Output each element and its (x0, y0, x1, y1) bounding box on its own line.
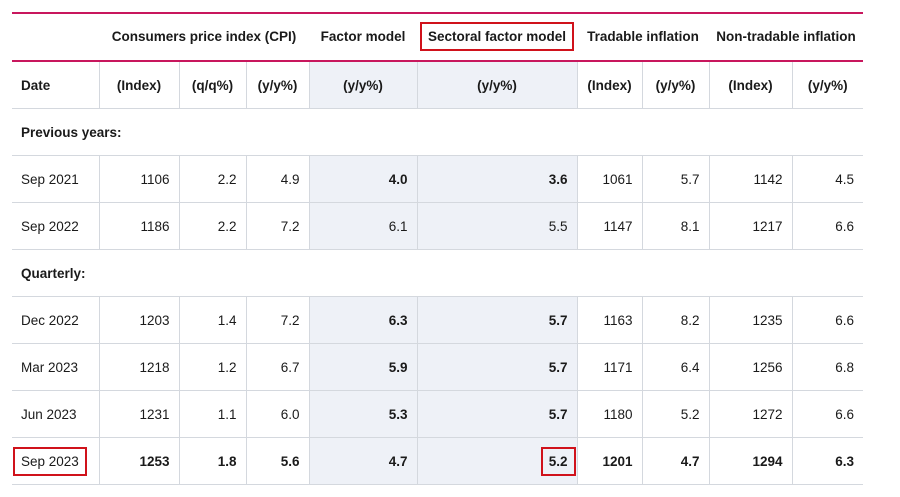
cell-tradable-yy: 5.7 (641, 155, 710, 203)
units-row: Date (Index) (q/q%) (y/y%) (y/y%) (y/y%)… (12, 61, 864, 109)
cell-cpi-qq: 2.2 (178, 155, 246, 203)
cell-nontradable-index: 1235 (708, 296, 793, 344)
cell-date: Sep 2022 (12, 202, 99, 250)
table-row: Dec 2022 1203 1.4 7.2 6.3 5.7 1163 8.2 1… (12, 296, 864, 344)
header-sectoral-factor-model: Sectoral factor model (417, 12, 578, 62)
cell-cpi-index: 1218 (98, 343, 179, 391)
unit-tradable-yy: (y/y%) (641, 61, 710, 109)
cell-sectoral-yy: 5.7 (416, 390, 578, 438)
unit-sectoral-yy: (y/y%) (416, 61, 578, 109)
inflation-table: Consumers price index (CPI) Factor model… (12, 12, 864, 485)
date-highlight-box: Sep 2023 (13, 446, 87, 476)
cell-tradable-yy: 8.1 (641, 202, 710, 250)
inflation-table-container: Consumers price index (CPI) Factor model… (12, 12, 864, 485)
cell-date: Sep 2023 (12, 437, 99, 485)
cell-cpi-yy: 7.2 (245, 296, 310, 344)
cell-date: Dec 2022 (12, 296, 99, 344)
cell-cpi-yy: 4.9 (245, 155, 310, 203)
table-row: Sep 2021 1106 2.2 4.9 4.0 3.6 1061 5.7 1… (12, 155, 864, 203)
table-row: Sep 2022 1186 2.2 7.2 6.1 5.5 1147 8.1 1… (12, 202, 864, 250)
cell-nontradable-index: 1294 (708, 437, 793, 485)
cell-cpi-index: 1231 (98, 390, 179, 438)
header-empty (12, 12, 99, 62)
cell-nontradable-yy: 6.6 (791, 390, 864, 438)
sectoral-highlight-box: Sectoral factor model (420, 21, 575, 51)
header-tradable: Tradable inflation (577, 12, 710, 62)
table-row: Jun 2023 1231 1.1 6.0 5.3 5.7 1180 5.2 1… (12, 390, 864, 438)
cell-factor-yy: 6.3 (308, 296, 418, 344)
cell-factor-yy: 4.7 (308, 437, 418, 485)
unit-nontradable-yy: (y/y%) (791, 61, 864, 109)
cell-cpi-index: 1106 (98, 155, 179, 203)
cell-tradable-index: 1163 (576, 296, 643, 344)
cell-nontradable-index: 1272 (708, 390, 793, 438)
section-row-quarterly: Quarterly: (12, 249, 864, 297)
cell-date: Mar 2023 (12, 343, 99, 391)
unit-date: Date (12, 61, 99, 109)
header-non-tradable: Non-tradable inflation (709, 12, 864, 62)
cell-sectoral-yy: 3.6 (416, 155, 578, 203)
cell-nontradable-yy: 6.6 (791, 296, 864, 344)
cell-tradable-index: 1171 (576, 343, 643, 391)
cell-tradable-yy: 8.2 (641, 296, 710, 344)
cell-nontradable-yy: 4.5 (791, 155, 864, 203)
cell-cpi-yy: 5.6 (245, 437, 310, 485)
cell-cpi-qq: 1.4 (178, 296, 246, 344)
cell-nontradable-index: 1217 (708, 202, 793, 250)
cell-nontradable-yy: 6.6 (791, 202, 864, 250)
cell-tradable-yy: 5.2 (641, 390, 710, 438)
cell-sectoral-yy: 5.5 (416, 202, 578, 250)
unit-nontradable-index: (Index) (708, 61, 793, 109)
cell-tradable-yy: 6.4 (641, 343, 710, 391)
cell-nontradable-index: 1256 (708, 343, 793, 391)
cell-cpi-index: 1186 (98, 202, 179, 250)
table-top-rule (12, 12, 863, 14)
cell-tradable-index: 1147 (576, 202, 643, 250)
unit-factor-yy: (y/y%) (308, 61, 418, 109)
cell-factor-yy: 4.0 (308, 155, 418, 203)
cell-sectoral-yy: 5.2 (416, 437, 578, 485)
cell-factor-yy: 5.3 (308, 390, 418, 438)
header-factor-model: Factor model (309, 12, 418, 62)
cell-cpi-yy: 6.7 (245, 343, 310, 391)
unit-cpi-yy: (y/y%) (245, 61, 310, 109)
unit-tradable-index: (Index) (576, 61, 643, 109)
cell-tradable-index: 1180 (576, 390, 643, 438)
section-row-previous: Previous years: (12, 108, 864, 156)
cell-cpi-yy: 7.2 (245, 202, 310, 250)
value-highlight-box: 5.2 (540, 446, 576, 476)
cell-cpi-index: 1203 (98, 296, 179, 344)
cell-factor-yy: 5.9 (308, 343, 418, 391)
cell-sectoral-yy: 5.7 (416, 296, 578, 344)
cell-cpi-qq: 1.1 (178, 390, 246, 438)
cell-date: Jun 2023 (12, 390, 99, 438)
cell-cpi-qq: 1.8 (178, 437, 246, 485)
cell-tradable-index: 1061 (576, 155, 643, 203)
cell-cpi-qq: 1.2 (178, 343, 246, 391)
cell-cpi-index: 1253 (98, 437, 179, 485)
section-label: Quarterly: (12, 249, 864, 297)
cell-cpi-yy: 6.0 (245, 390, 310, 438)
cell-cpi-qq: 2.2 (178, 202, 246, 250)
cell-nontradable-yy: 6.3 (791, 437, 864, 485)
unit-cpi-index: (Index) (98, 61, 179, 109)
section-label: Previous years: (12, 108, 864, 156)
unit-cpi-qq: (q/q%) (178, 61, 246, 109)
cell-tradable-index: 1201 (576, 437, 643, 485)
cell-date: Sep 2021 (12, 155, 99, 203)
cell-nontradable-index: 1142 (708, 155, 793, 203)
header-row: Consumers price index (CPI) Factor model… (12, 12, 864, 62)
cell-nontradable-yy: 6.8 (791, 343, 864, 391)
table-row-latest: Sep 2023 1253 1.8 5.6 4.7 5.2 1201 4.7 1… (12, 437, 864, 485)
header-cpi: Consumers price index (CPI) (99, 12, 310, 62)
cell-tradable-yy: 4.7 (641, 437, 710, 485)
cell-sectoral-yy: 5.7 (416, 343, 578, 391)
table-row: Mar 2023 1218 1.2 6.7 5.9 5.7 1171 6.4 1… (12, 343, 864, 391)
cell-factor-yy: 6.1 (308, 202, 418, 250)
